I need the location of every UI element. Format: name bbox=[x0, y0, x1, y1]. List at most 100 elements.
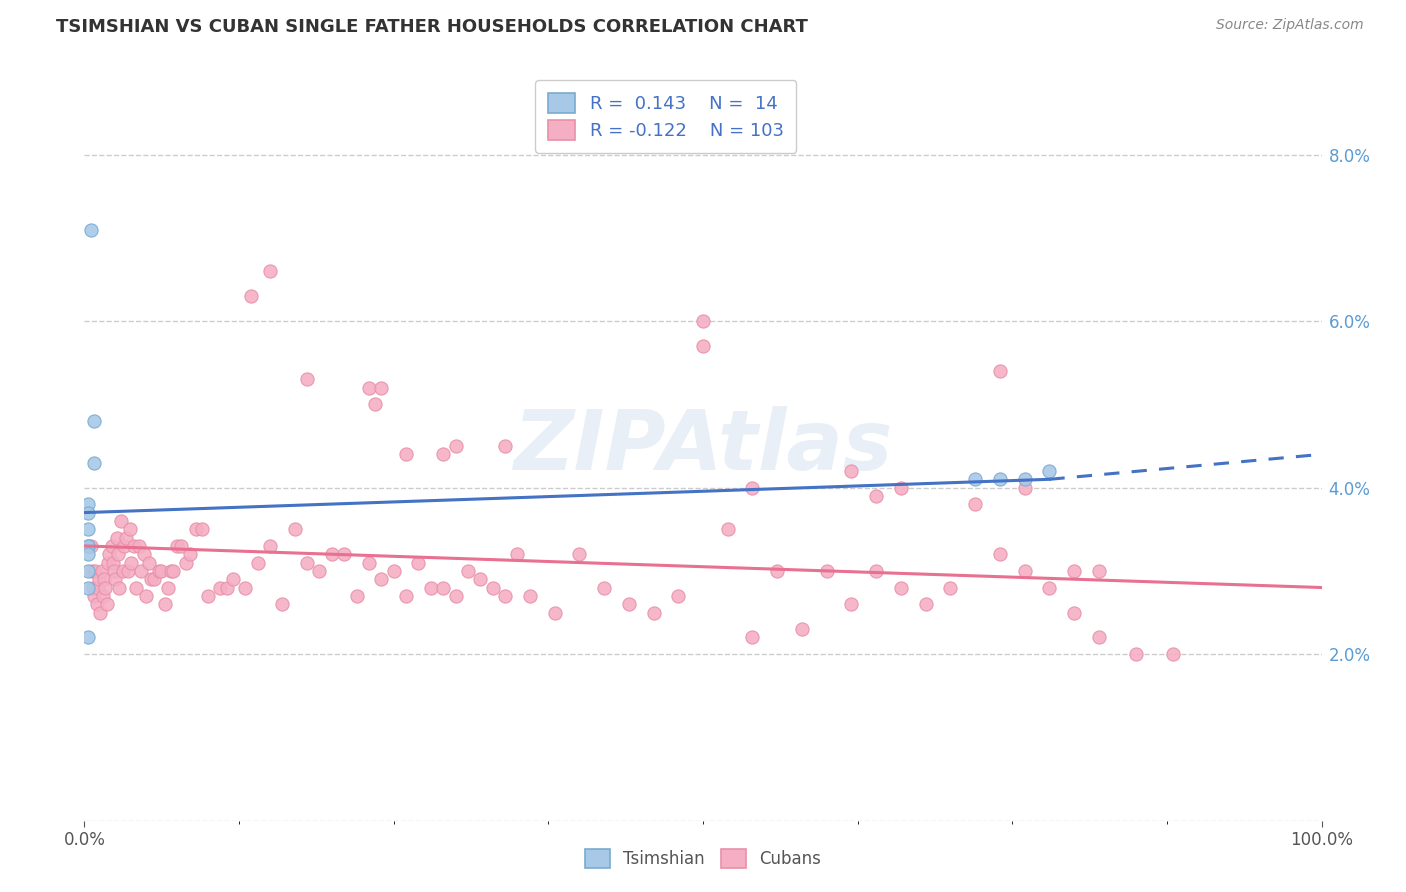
Point bbox=[77, 506, 100, 520]
Point bbox=[766, 564, 789, 578]
Point bbox=[395, 447, 418, 461]
Legend: R =  0.143    N =  14, R = -0.122    N = 103: R = 0.143 N = 14, R = -0.122 N = 103 bbox=[536, 80, 796, 153]
Point bbox=[209, 581, 232, 595]
Point bbox=[148, 564, 170, 578]
Point bbox=[259, 539, 281, 553]
Point bbox=[444, 589, 467, 603]
Point bbox=[692, 314, 714, 328]
Point bbox=[357, 556, 380, 570]
Point bbox=[90, 564, 112, 578]
Point bbox=[108, 581, 131, 595]
Point bbox=[271, 597, 294, 611]
Point bbox=[191, 522, 214, 536]
Text: Source: ZipAtlas.com: Source: ZipAtlas.com bbox=[1216, 18, 1364, 32]
Point bbox=[717, 522, 740, 536]
Point bbox=[215, 581, 238, 595]
Point bbox=[346, 589, 368, 603]
Point bbox=[77, 539, 100, 553]
Point bbox=[965, 472, 987, 486]
Point bbox=[125, 581, 148, 595]
Point bbox=[1063, 606, 1085, 620]
Point bbox=[89, 572, 111, 586]
Point bbox=[593, 581, 616, 595]
Point bbox=[120, 522, 142, 536]
Point bbox=[82, 581, 104, 595]
Point bbox=[129, 564, 152, 578]
Point bbox=[370, 381, 392, 395]
Point bbox=[1063, 564, 1085, 578]
Point bbox=[112, 539, 135, 553]
Point bbox=[988, 364, 1011, 378]
Point bbox=[150, 564, 173, 578]
Point bbox=[128, 539, 150, 553]
Point bbox=[432, 581, 454, 595]
Point bbox=[444, 439, 467, 453]
Point bbox=[364, 397, 387, 411]
Point bbox=[91, 589, 114, 603]
Point bbox=[222, 572, 245, 586]
Point bbox=[233, 581, 256, 595]
Point bbox=[111, 564, 134, 578]
Point bbox=[170, 539, 193, 553]
Point bbox=[122, 539, 145, 553]
Point bbox=[419, 581, 441, 595]
Point bbox=[104, 572, 127, 586]
Point bbox=[914, 597, 936, 611]
Point bbox=[162, 564, 184, 578]
Point bbox=[77, 547, 100, 561]
Point bbox=[815, 564, 838, 578]
Point bbox=[333, 547, 356, 561]
Point bbox=[568, 547, 591, 561]
Point bbox=[1014, 564, 1036, 578]
Point bbox=[83, 456, 105, 470]
Point bbox=[115, 531, 138, 545]
Point bbox=[141, 572, 163, 586]
Point bbox=[79, 222, 101, 236]
Point bbox=[110, 514, 132, 528]
Point bbox=[841, 464, 863, 478]
Point bbox=[97, 556, 120, 570]
Point bbox=[988, 547, 1011, 561]
Point bbox=[481, 581, 503, 595]
Point bbox=[100, 539, 122, 553]
Point bbox=[105, 531, 128, 545]
Point bbox=[666, 589, 689, 603]
Point bbox=[77, 497, 100, 511]
Point bbox=[741, 481, 763, 495]
Point bbox=[494, 589, 516, 603]
Point bbox=[84, 564, 107, 578]
Point bbox=[357, 381, 380, 395]
Point bbox=[120, 556, 142, 570]
Text: ZIPAtlas: ZIPAtlas bbox=[513, 406, 893, 486]
Point bbox=[988, 472, 1011, 486]
Point bbox=[1014, 481, 1036, 495]
Point bbox=[184, 522, 207, 536]
Point bbox=[166, 539, 188, 553]
Point bbox=[1038, 581, 1060, 595]
Point bbox=[617, 597, 640, 611]
Point bbox=[174, 556, 197, 570]
Point bbox=[1125, 647, 1147, 661]
Point bbox=[295, 372, 318, 386]
Point bbox=[83, 414, 105, 428]
Point bbox=[80, 564, 103, 578]
Point bbox=[77, 522, 100, 536]
Point bbox=[692, 339, 714, 353]
Point bbox=[890, 481, 912, 495]
Point bbox=[1014, 472, 1036, 486]
Point bbox=[179, 547, 201, 561]
Point bbox=[865, 564, 887, 578]
Point bbox=[494, 439, 516, 453]
Point bbox=[295, 556, 318, 570]
Point bbox=[321, 547, 343, 561]
Point bbox=[79, 539, 101, 553]
Point bbox=[157, 581, 180, 595]
Point bbox=[432, 447, 454, 461]
Point bbox=[86, 597, 108, 611]
Point bbox=[370, 572, 392, 586]
Point bbox=[790, 622, 813, 636]
Point bbox=[153, 597, 176, 611]
Point bbox=[519, 589, 541, 603]
Point bbox=[382, 564, 405, 578]
Point bbox=[77, 564, 100, 578]
